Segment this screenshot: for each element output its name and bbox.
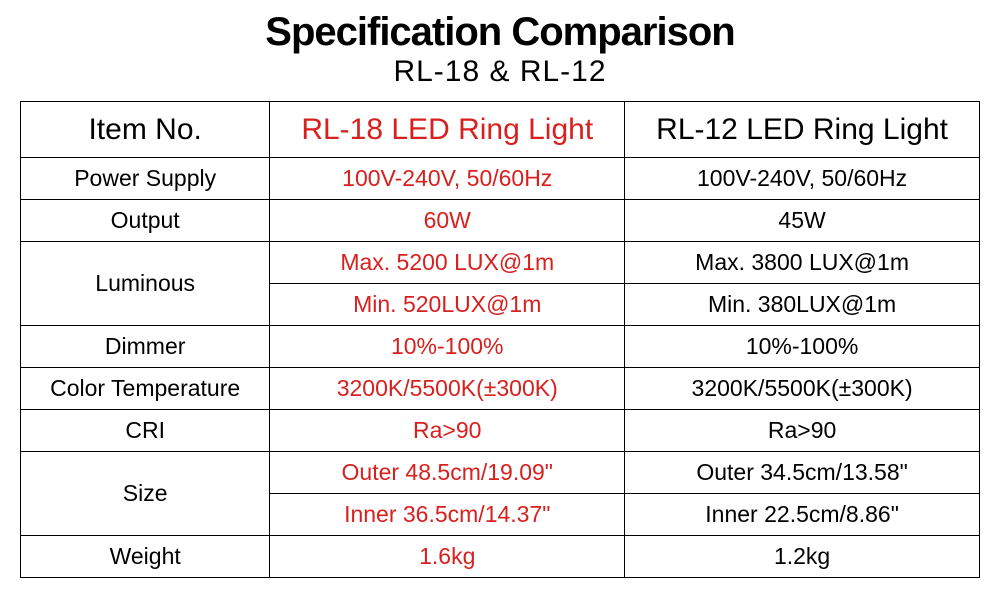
row-rl18: Inner 36.5cm/14.37"	[270, 494, 625, 536]
row-label: CRI	[21, 410, 270, 452]
table-row: Dimmer 10%-100% 10%-100%	[21, 326, 980, 368]
row-rl12: Outer 34.5cm/13.58"	[625, 452, 980, 494]
header-rl18: RL-18 LED Ring Light	[270, 102, 625, 158]
table-row: Size Outer 48.5cm/19.09" Outer 34.5cm/13…	[21, 452, 980, 494]
row-rl18: 10%-100%	[270, 326, 625, 368]
page-title: Specification Comparison	[20, 10, 980, 55]
row-rl12: 3200K/5500K(±300K)	[625, 368, 980, 410]
row-label: Size	[21, 452, 270, 536]
table-row: CRI Ra>90 Ra>90	[21, 410, 980, 452]
row-rl18: 60W	[270, 200, 625, 242]
table-row: Weight 1.6kg 1.2kg	[21, 536, 980, 578]
row-label: Luminous	[21, 242, 270, 326]
row-rl18: Max. 5200 LUX@1m	[270, 242, 625, 284]
spec-table: Item No. RL-18 LED Ring Light RL-12 LED …	[20, 101, 980, 578]
row-rl18: Ra>90	[270, 410, 625, 452]
table-row: Luminous Max. 5200 LUX@1m Max. 3800 LUX@…	[21, 242, 980, 284]
row-rl12: 10%-100%	[625, 326, 980, 368]
row-rl18: Min. 520LUX@1m	[270, 284, 625, 326]
page-subtitle: RL-18 & RL-12	[20, 55, 980, 89]
row-rl18: Outer 48.5cm/19.09"	[270, 452, 625, 494]
table-header-row: Item No. RL-18 LED Ring Light RL-12 LED …	[21, 102, 980, 158]
row-rl18: 1.6kg	[270, 536, 625, 578]
row-rl18: 3200K/5500K(±300K)	[270, 368, 625, 410]
row-label: Power Supply	[21, 158, 270, 200]
row-rl12: 45W	[625, 200, 980, 242]
row-rl12: 1.2kg	[625, 536, 980, 578]
row-label: Color Temperature	[21, 368, 270, 410]
row-rl12: Inner 22.5cm/8.86"	[625, 494, 980, 536]
header-rl12: RL-12 LED Ring Light	[625, 102, 980, 158]
table-row: Color Temperature 3200K/5500K(±300K) 320…	[21, 368, 980, 410]
row-rl12: Ra>90	[625, 410, 980, 452]
row-label: Weight	[21, 536, 270, 578]
table-row: Power Supply 100V-240V, 50/60Hz 100V-240…	[21, 158, 980, 200]
row-label: Dimmer	[21, 326, 270, 368]
header-item-no: Item No.	[21, 102, 270, 158]
row-rl12: Min. 380LUX@1m	[625, 284, 980, 326]
table-row: Output 60W 45W	[21, 200, 980, 242]
row-rl12: Max. 3800 LUX@1m	[625, 242, 980, 284]
row-rl18: 100V-240V, 50/60Hz	[270, 158, 625, 200]
row-label: Output	[21, 200, 270, 242]
row-rl12: 100V-240V, 50/60Hz	[625, 158, 980, 200]
